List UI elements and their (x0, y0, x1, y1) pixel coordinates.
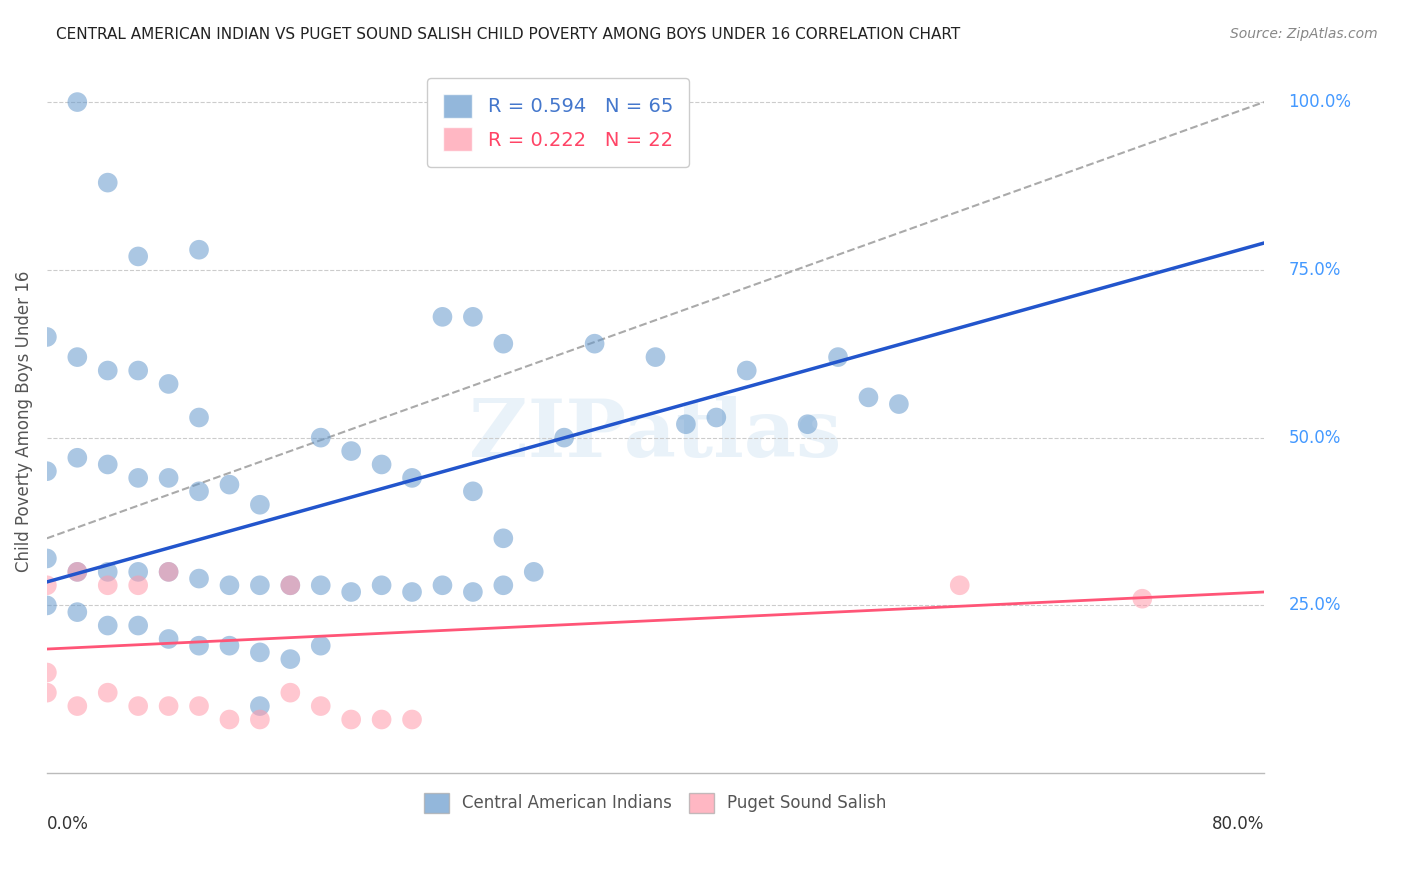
Point (35, 330, 58, 344)
Point (370, 458, 392, 472)
Point (97, 176, 120, 190)
Point (309, 639, 332, 653)
Point (492, 531, 515, 545)
Point (35, 599, 58, 613)
Point (35, 578, 58, 592)
Point (461, 585, 484, 599)
Point (278, 652, 301, 666)
Point (218, 713, 240, 727)
Point (309, 699, 332, 714)
Point (66, 565, 89, 579)
Point (887, 397, 910, 411)
Point (188, 699, 211, 714)
Point (644, 350, 666, 364)
Point (97, 686, 120, 700)
Point (278, 578, 301, 592)
Text: 25.0%: 25.0% (1288, 597, 1341, 615)
Point (188, 243, 211, 257)
Point (583, 336, 606, 351)
Point (278, 578, 301, 592)
Point (66, 450, 89, 465)
Point (127, 249, 149, 263)
Point (188, 572, 211, 586)
Point (249, 699, 271, 714)
Point (249, 645, 271, 659)
Point (735, 363, 758, 377)
Text: 50.0%: 50.0% (1288, 429, 1341, 447)
Point (675, 417, 697, 432)
Y-axis label: Child Poverty Among Boys Under 16: Child Poverty Among Boys Under 16 (15, 270, 32, 572)
Point (218, 477, 240, 491)
Point (492, 578, 515, 592)
Text: 100.0%: 100.0% (1288, 93, 1351, 112)
Point (188, 410, 211, 425)
Point (35, 686, 58, 700)
Point (461, 484, 484, 499)
Point (127, 618, 149, 632)
Point (340, 585, 363, 599)
Point (188, 639, 211, 653)
Text: Source: ZipAtlas.com: Source: ZipAtlas.com (1230, 27, 1378, 41)
Text: 0.0%: 0.0% (46, 815, 89, 833)
Point (35, 464, 58, 478)
Point (827, 350, 849, 364)
Point (249, 578, 271, 592)
Point (35, 551, 58, 566)
Point (796, 417, 818, 432)
Point (432, 578, 454, 592)
Point (66, 605, 89, 619)
Text: 80.0%: 80.0% (1212, 815, 1264, 833)
Point (553, 431, 575, 445)
Point (461, 310, 484, 324)
Point (401, 585, 423, 599)
Point (340, 444, 363, 458)
Point (97, 458, 120, 472)
Point (66, 565, 89, 579)
Point (157, 565, 180, 579)
Point (97, 363, 120, 377)
Point (66, 699, 89, 714)
Point (35, 665, 58, 680)
Point (949, 578, 972, 592)
Point (401, 713, 423, 727)
Point (66, 95, 89, 109)
Point (97, 618, 120, 632)
Point (309, 431, 332, 445)
Point (127, 565, 149, 579)
Point (249, 713, 271, 727)
Point (127, 699, 149, 714)
Point (97, 578, 120, 592)
Point (97, 565, 120, 579)
Point (704, 410, 727, 425)
Point (432, 310, 454, 324)
Point (127, 363, 149, 377)
Point (127, 471, 149, 485)
Point (157, 376, 180, 391)
Text: 75.0%: 75.0% (1288, 260, 1341, 279)
Point (66, 350, 89, 364)
Text: ZIPatlas: ZIPatlas (470, 396, 842, 474)
Point (157, 699, 180, 714)
Point (309, 578, 332, 592)
Text: CENTRAL AMERICAN INDIAN VS PUGET SOUND SALISH CHILD POVERTY AMONG BOYS UNDER 16 : CENTRAL AMERICAN INDIAN VS PUGET SOUND S… (56, 27, 960, 42)
Point (249, 498, 271, 512)
Point (218, 578, 240, 592)
Point (401, 471, 423, 485)
Point (340, 713, 363, 727)
Point (127, 578, 149, 592)
Point (370, 578, 392, 592)
Point (1130, 591, 1153, 606)
Point (157, 632, 180, 646)
Point (370, 713, 392, 727)
Point (278, 686, 301, 700)
Point (157, 471, 180, 485)
Legend: Central American Indians, Puget Sound Salish: Central American Indians, Puget Sound Sa… (416, 784, 896, 822)
Point (858, 390, 880, 404)
Point (492, 336, 515, 351)
Point (218, 639, 240, 653)
Point (523, 565, 546, 579)
Point (188, 484, 211, 499)
Point (157, 565, 180, 579)
